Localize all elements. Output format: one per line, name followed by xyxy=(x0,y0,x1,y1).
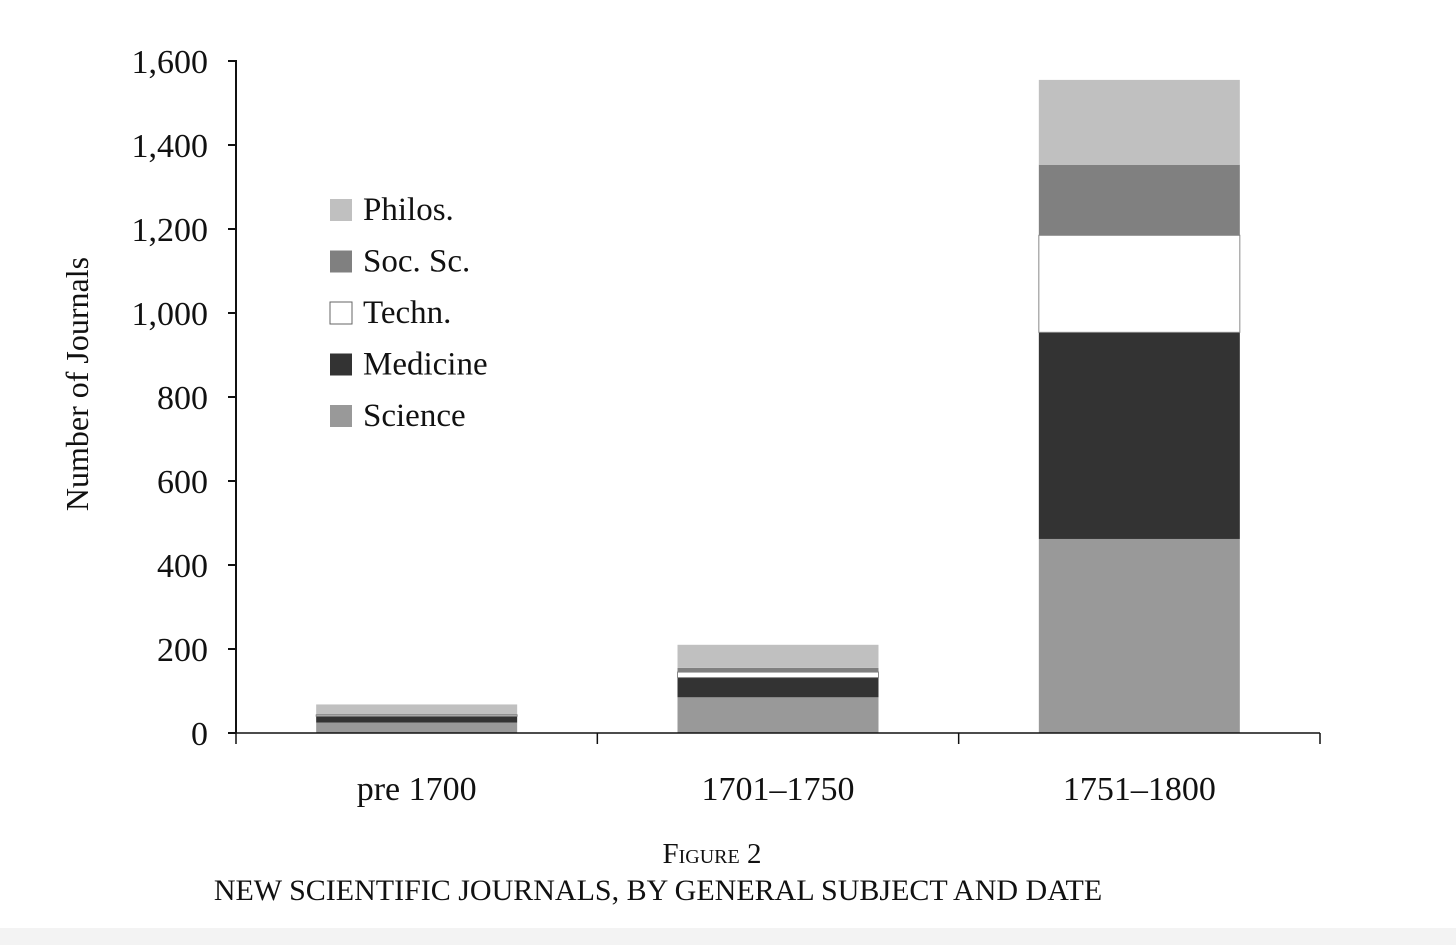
bar-medicine-pre-1700 xyxy=(316,716,518,723)
footer-band xyxy=(0,928,1456,945)
x-tick-label: 1701–1750 xyxy=(702,771,855,808)
bar-philos-pre-1700 xyxy=(316,704,518,715)
legend-label-philos: Philos. xyxy=(363,192,454,228)
figure-label: Figure 2 xyxy=(662,838,762,870)
y-axis-title: Number of Journals xyxy=(59,257,95,511)
legend-label-techn: Techn. xyxy=(363,295,451,331)
y-tick-label: 1,200 xyxy=(132,212,209,249)
bar-science-pre-1700 xyxy=(316,722,518,733)
legend-label-medicine: Medicine xyxy=(363,347,488,383)
bar-techn-1751-1800 xyxy=(1038,234,1241,333)
y-axis: 0 200 400 600 800 1,000 1,200 1,400 1,600 xyxy=(132,44,237,753)
legend-swatch-science xyxy=(330,405,352,427)
bar-soc-sc-1751-1800 xyxy=(1038,164,1240,236)
bar-science-1701-1750 xyxy=(677,697,879,733)
bar-medicine-1751-1800 xyxy=(1038,332,1240,539)
bar-science-1751-1800 xyxy=(1038,538,1240,733)
plot-area xyxy=(315,79,1241,733)
legend-swatch-techn xyxy=(329,301,353,325)
y-tick-label: 400 xyxy=(157,548,208,585)
x-tick-label: 1751–1800 xyxy=(1063,771,1216,808)
figure-title: NEW SCIENTIFIC JOURNALS, BY GENERAL SUBJ… xyxy=(213,874,1103,907)
y-tick-label: 600 xyxy=(157,464,208,501)
bar-techn-pre-1700 xyxy=(315,714,518,717)
y-tick-label: 0 xyxy=(191,716,208,753)
bar-techn-1701-1750 xyxy=(677,671,879,679)
legend-swatch-philos xyxy=(330,199,352,221)
legend: Philos. Soc. Sc. Techn. Medicine Science xyxy=(329,192,488,434)
bar-philos-1701-1750 xyxy=(677,644,879,668)
y-tick-label: 200 xyxy=(157,632,208,669)
bar-medicine-1701-1750 xyxy=(677,677,879,698)
y-tick-label: 800 xyxy=(157,380,208,417)
legend-swatch-medicine xyxy=(330,353,352,376)
bar-philos-1751-1800 xyxy=(1038,79,1240,165)
bar-soc-sc-1701-1750 xyxy=(677,667,879,673)
x-axis: pre 1700 1701–1750 1751–1800 xyxy=(235,732,1321,808)
bar-soc-sc-pre-1700 xyxy=(316,714,518,715)
x-tick-label: pre 1700 xyxy=(357,771,477,808)
legend-label-soc-sc: Soc. Sc. xyxy=(363,244,470,280)
y-tick-label: 1,600 xyxy=(132,44,209,81)
legend-swatch-soc-sc xyxy=(330,250,352,273)
y-tick-label: 1,400 xyxy=(132,128,209,165)
y-tick-label: 1,000 xyxy=(132,296,209,333)
legend-label-science: Science xyxy=(363,398,466,434)
